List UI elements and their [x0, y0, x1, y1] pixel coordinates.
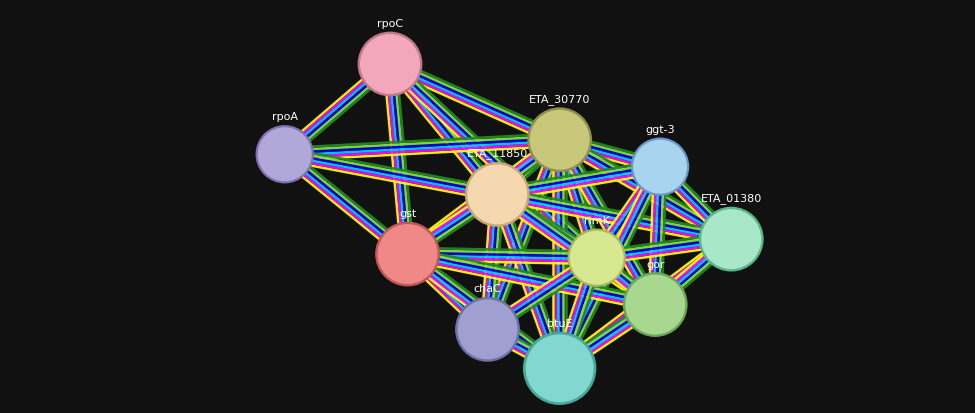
Ellipse shape [699, 207, 763, 272]
Ellipse shape [569, 231, 624, 285]
Text: ETA_11850: ETA_11850 [467, 148, 527, 159]
Text: chaC: chaC [474, 284, 501, 294]
Ellipse shape [360, 35, 420, 95]
Ellipse shape [375, 222, 440, 287]
Text: ETA_01380: ETA_01380 [701, 193, 761, 204]
Ellipse shape [623, 273, 687, 337]
Ellipse shape [567, 229, 626, 287]
Text: rpoA: rpoA [272, 112, 297, 122]
Ellipse shape [255, 126, 314, 184]
Ellipse shape [358, 33, 422, 97]
Text: rimK: rimK [584, 215, 609, 225]
Ellipse shape [377, 225, 438, 284]
Ellipse shape [633, 140, 687, 194]
Ellipse shape [455, 297, 520, 362]
Text: btuE: btuE [547, 318, 572, 328]
Ellipse shape [625, 275, 685, 335]
Ellipse shape [467, 165, 527, 225]
Text: gor: gor [646, 259, 664, 269]
Ellipse shape [529, 111, 590, 170]
Ellipse shape [465, 163, 529, 227]
Ellipse shape [701, 210, 761, 269]
Ellipse shape [527, 108, 592, 173]
Ellipse shape [526, 335, 594, 402]
Ellipse shape [457, 300, 518, 359]
Ellipse shape [631, 138, 689, 196]
Text: rpoC: rpoC [377, 19, 403, 29]
Text: ETA_30770: ETA_30770 [529, 94, 590, 104]
Ellipse shape [257, 128, 312, 182]
Ellipse shape [523, 332, 597, 405]
Text: gst: gst [399, 209, 416, 218]
Text: ggt-3: ggt-3 [645, 124, 675, 134]
